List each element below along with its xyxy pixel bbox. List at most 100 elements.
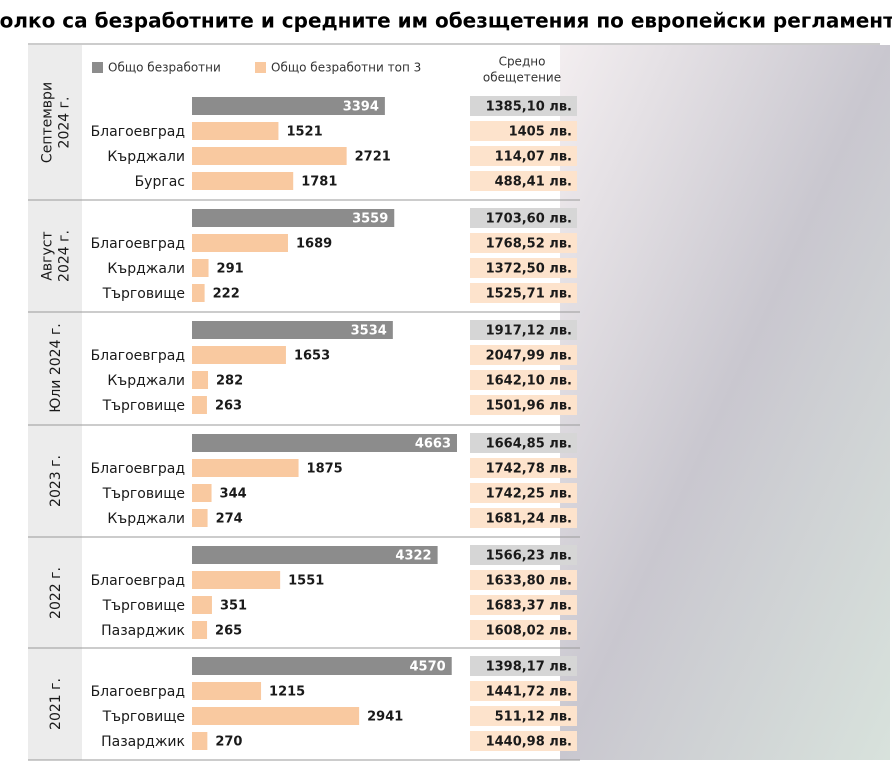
region-bar [192,682,262,700]
region-bar [192,596,212,614]
region-label: Търговище [102,486,185,502]
region-label: Кърджали [107,511,185,527]
region-bar [192,172,294,190]
compensation-box [470,121,577,141]
total-compensation: 1566,23 лв. [486,549,572,564]
region-bar [192,459,299,477]
region-label: Търговище [102,398,185,414]
region-label: Пазарджик [101,623,185,639]
compensation-box [470,320,577,340]
region-compensation: 1742,25 лв. [486,487,572,502]
region-label: Благоевград [91,348,185,364]
total-value-label: 4322 [395,549,431,564]
total-value-label: 3559 [352,212,388,227]
compensation-header: обещетение [483,71,561,85]
region-bar [192,147,347,165]
region-value-label: 1689 [296,237,332,252]
region-bar [192,259,209,277]
region-value-label: 291 [217,262,244,277]
region-value-label: 274 [216,512,243,527]
region-value-label: 282 [216,374,243,389]
compensation-box [470,370,577,390]
region-compensation: 1742,78 лв. [486,462,572,477]
region-value-label: 2941 [367,710,403,725]
region-value-label: 1781 [301,175,337,190]
compensation-box [470,656,577,676]
region-compensation: 1608,02 лв. [486,624,572,639]
total-compensation: 1664,85 лв. [486,437,572,452]
compensation-box [470,96,577,116]
region-label: Търговище [102,709,185,725]
period-label: Август [40,231,56,280]
region-label: Благоевград [91,684,185,700]
background-photo [560,45,890,760]
chart-title: Колко са безработните и средните им обез… [0,9,892,33]
region-compensation: 511,12 лв. [495,710,572,725]
compensation-box [470,283,577,303]
region-label: Търговище [102,598,185,614]
region-compensation: 1642,10 лв. [486,374,572,389]
compensation-box [470,681,577,701]
total-bar [192,209,395,227]
region-value-label: 263 [215,399,242,414]
region-value-label: 265 [215,624,242,639]
compensation-box [470,345,577,365]
region-label: Благоевград [91,124,185,140]
region-compensation: 2047,99 лв. [486,349,572,364]
region-bar [192,284,205,302]
region-bar [192,571,281,589]
region-value-label: 1215 [269,685,305,700]
region-compensation: 1683,37 лв. [486,599,572,614]
region-compensation: 1768,52 лв. [486,237,572,252]
region-value-label: 1551 [288,574,324,589]
region-bar [192,396,207,414]
region-label: Кърджали [107,373,185,389]
total-bar [192,657,452,675]
region-bar [192,371,209,389]
legend-label: Общо безработни топ 3 [271,61,421,75]
period-column [28,45,82,760]
compensation-box [470,208,577,228]
period-label: 2024 г. [57,230,73,282]
region-label: Пазарджик [101,734,185,750]
region-bar [192,484,212,502]
legend-label: Общо безработни [108,61,221,75]
total-value-label: 4570 [410,660,446,675]
region-value-label: 1653 [294,349,330,364]
period-label: 2021 г. [48,678,64,730]
compensation-box [470,570,577,590]
region-bar [192,234,288,252]
region-label: Благоевград [91,573,185,589]
legend-swatch [92,62,103,73]
region-label: Бургас [135,174,185,190]
compensation-box [470,508,577,528]
compensation-box [470,731,577,751]
region-label: Кърджали [107,149,185,165]
period-label: 2022 г. [48,567,64,619]
compensation-box [470,458,577,478]
compensation-box [470,545,577,565]
region-compensation: 1633,80 лв. [486,574,572,589]
compensation-box [470,395,577,415]
compensation-header: Средно [499,55,546,69]
total-compensation: 1703,60 лв. [486,212,572,227]
compensation-box [470,620,577,640]
total-bar [192,97,385,115]
region-value-label: 270 [215,735,242,750]
region-compensation: 1525,71 лв. [486,287,572,302]
period-label: 2023 г. [48,455,64,507]
compensation-box [470,146,577,166]
compensation-box [470,433,577,453]
region-compensation: 1372,50 лв. [486,262,572,277]
region-bar [192,346,286,364]
region-label: Благоевград [91,236,185,252]
region-compensation: 1681,24 лв. [486,512,572,527]
compensation-box [470,171,577,191]
total-value-label: 3394 [343,100,379,115]
region-value-label: 2721 [355,150,391,165]
total-compensation: 1385,10 лв. [486,100,572,115]
region-compensation: 1405 лв. [509,125,572,140]
compensation-box [470,595,577,615]
